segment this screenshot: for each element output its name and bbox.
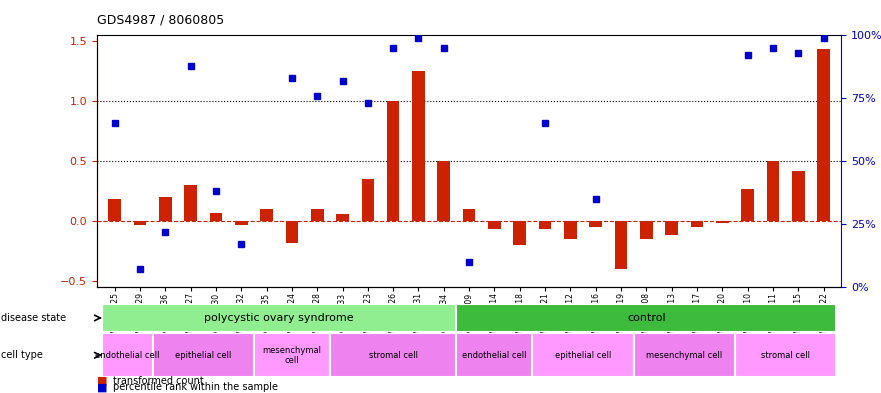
Bar [152, 333, 254, 377]
Bar [615, 221, 627, 269]
Bar [412, 71, 425, 221]
Bar [134, 221, 146, 225]
Bar [329, 333, 456, 377]
Text: disease state: disease state [1, 313, 66, 323]
Text: cell type: cell type [1, 350, 43, 360]
Bar [210, 213, 222, 221]
Text: epithelial cell: epithelial cell [555, 351, 611, 360]
Bar [741, 189, 754, 221]
Bar [564, 221, 577, 239]
Bar [108, 200, 121, 221]
Text: stromal cell: stromal cell [368, 351, 418, 360]
Bar [665, 221, 678, 235]
Bar [463, 209, 476, 221]
Bar [640, 221, 653, 239]
Bar [102, 304, 456, 332]
Bar [792, 171, 804, 221]
Bar [235, 221, 248, 225]
Bar [818, 49, 830, 221]
Text: endothelial cell: endothelial cell [463, 351, 527, 360]
Bar [184, 185, 197, 221]
Bar [254, 333, 329, 377]
Bar [532, 333, 633, 377]
Bar [311, 209, 323, 221]
Bar [285, 221, 298, 242]
Bar [159, 197, 172, 221]
Bar [691, 221, 703, 227]
Text: transformed count: transformed count [113, 376, 204, 386]
Text: percentile rank within the sample: percentile rank within the sample [113, 382, 278, 392]
Text: mesenchymal cell: mesenchymal cell [647, 351, 722, 360]
Bar [716, 221, 729, 223]
Bar [456, 304, 836, 332]
Bar [633, 333, 735, 377]
Bar [539, 221, 552, 230]
Bar [361, 179, 374, 221]
Bar [387, 101, 399, 221]
Bar [337, 214, 349, 221]
Text: stromal cell: stromal cell [761, 351, 811, 360]
Bar [102, 333, 152, 377]
Bar [488, 221, 500, 230]
Bar [589, 221, 602, 227]
Bar [438, 161, 450, 221]
Bar [260, 209, 273, 221]
Text: ■: ■ [97, 376, 107, 386]
Text: GDS4987 / 8060805: GDS4987 / 8060805 [97, 14, 224, 27]
Text: endothelial cell: endothelial cell [95, 351, 159, 360]
Bar [514, 221, 526, 245]
Bar [456, 333, 532, 377]
Bar [735, 333, 836, 377]
Text: polycystic ovary syndrome: polycystic ovary syndrome [204, 313, 354, 323]
Bar [766, 161, 780, 221]
Text: mesenchymal
cell: mesenchymal cell [263, 345, 322, 365]
Text: epithelial cell: epithelial cell [175, 351, 232, 360]
Text: ■: ■ [97, 382, 107, 392]
Text: control: control [627, 313, 666, 323]
